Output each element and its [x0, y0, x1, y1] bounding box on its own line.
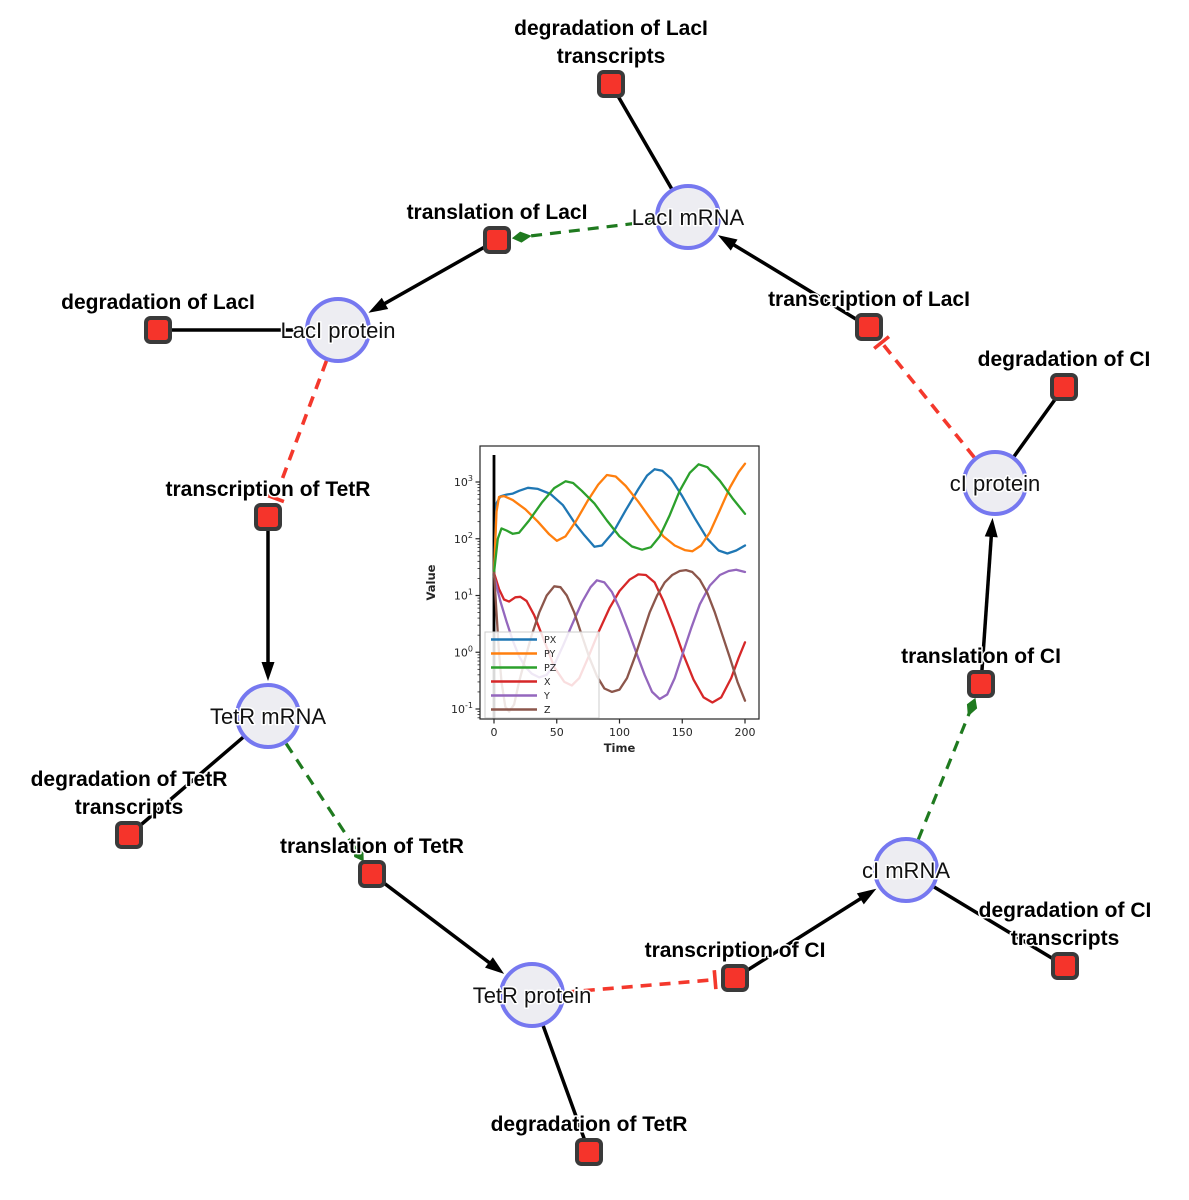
species-node-ci-mrna [873, 837, 939, 903]
labels-layer: degradation of LacI transcripts translatio… [29, 16, 1153, 1138]
edge-production-translation-laci-laci-protein [379, 238, 498, 308]
reaction-label-deg-ci: degradation of CI [978, 348, 1151, 371]
edge-modifier-laci-mrna-translation-laci [527, 219, 656, 238]
species-node-tetr-protein [499, 962, 565, 1028]
series-line-PY [492, 462, 747, 575]
inhibition-tbar-icon [265, 493, 285, 504]
inhibition-tbar-icon [873, 335, 891, 350]
reaction-label-deg-tetr-transcripts: degradation of TetR [31, 768, 228, 791]
reaction-label-transcription-ci: transcription of CI [645, 939, 826, 962]
y-tick-label: 100 [454, 644, 473, 659]
arrowhead-icon [368, 297, 389, 313]
series-line-X [492, 571, 747, 704]
y-tick-label: 101 [454, 588, 473, 603]
species-label-ci-mrna: cI mRNA [862, 858, 950, 883]
arrowhead-icon [856, 888, 877, 905]
x-tick-label: 50 [550, 726, 564, 739]
x-axis-label: Time [604, 741, 636, 755]
inhibition-tbar-icon [712, 970, 718, 990]
edge-inhibition-tetr-protein-transcription-ci [564, 977, 716, 995]
arrowhead-icon [261, 662, 275, 681]
modifier-arrowhead-icon [511, 231, 532, 243]
x-tick-label: 0 [491, 726, 498, 739]
reaction-label-deg-tetr: degradation of TetR [491, 1113, 688, 1136]
reaction-label-deg-laci: degradation of LacI [61, 291, 255, 314]
inset-chart: 10-1 100 101 102 103 0 50 100 150 200 Time Value PX P… [424, 436, 770, 762]
series-line-PX [492, 468, 747, 575]
y-tick-label: 103 [454, 474, 473, 489]
edge-modifier-ci-mrna-translation-ci [916, 712, 971, 840]
reaction-label-deg-ci-transcripts: degradation of CI [979, 899, 1152, 922]
reaction-node-transcription-laci [855, 313, 883, 341]
edge-modifier-tetr-mrna-translation-tetr [284, 742, 357, 849]
reaction-node-deg-ci-transcripts [1051, 952, 1079, 980]
edge-production-translation-ci-ci-protein [979, 531, 994, 685]
reaction-node-deg-tetr-transcripts [115, 821, 143, 849]
species-node-laci-protein [305, 297, 371, 363]
reaction-label-translation-ci: translation of CI [901, 645, 1061, 668]
y-tick-label: 102 [454, 531, 473, 546]
legend-label-PX: PX [544, 635, 557, 646]
legend-box [484, 631, 600, 719]
edge-production-transcription-ci-ci-mrna [734, 894, 866, 980]
arrowhead-icon [485, 957, 505, 974]
x-tick-label: 150 [672, 726, 693, 739]
reaction-label-translation-laci: translation of LacI [407, 201, 588, 224]
species-label-laci-protein: LacI protein [281, 318, 396, 343]
edge-inhibition-ci-protein-transcription-laci [880, 341, 976, 459]
species-label-laci-mrna: LacI mRNA [632, 205, 745, 230]
arrowhead-icon [984, 517, 998, 538]
species-node-ci-protein [962, 450, 1028, 516]
arrowhead-icon [717, 235, 738, 251]
edge-production-translation-tetr-tetr-protein [370, 872, 494, 967]
species-node-laci-mrna [655, 184, 721, 250]
y-tick-label: 10-1 [451, 701, 473, 716]
modifier-arrowhead-icon [352, 844, 364, 862]
legend: PX PY PZ XYZ [484, 631, 600, 719]
nodes-layer [115, 70, 1079, 1166]
legend-label-PZ: PZ [544, 663, 557, 674]
species-label-tetr-mrna: TetR mRNA [210, 704, 326, 729]
reaction-node-deg-laci-transcripts [597, 70, 625, 98]
reaction-label-deg-ci-transcripts: transcripts [1011, 927, 1120, 950]
series-line-PZ [492, 463, 747, 575]
reaction-node-transcription-tetr [254, 503, 282, 531]
legend-label-Z: Z [544, 705, 551, 716]
y-axis-label: Value [425, 564, 438, 600]
reaction-node-deg-tetr [575, 1138, 603, 1166]
reaction-node-translation-laci [483, 226, 511, 254]
species-label-tetr-protein: TetR protein [473, 983, 592, 1008]
reaction-label-deg-tetr-transcripts: transcripts [75, 796, 184, 819]
reaction-label-deg-laci-transcripts: transcripts [557, 45, 666, 68]
reaction-node-translation-tetr [358, 860, 386, 888]
edge-production-transcription-laci-laci-mrna [728, 240, 870, 329]
species-label-ci-protein: cI protein [950, 471, 1041, 496]
reaction-label-transcription-tetr: transcription of TetR [166, 478, 371, 501]
legend-label-Y: Y [543, 691, 550, 702]
x-tick-label: 200 [735, 726, 756, 739]
modifier-arrowhead-icon [966, 697, 978, 717]
x-tick-label: 100 [609, 726, 630, 739]
legend-label-X: X [544, 677, 551, 688]
reaction-label-transcription-laci: transcription of LacI [768, 288, 970, 311]
reaction-label-translation-tetr: translation of TetR [280, 835, 464, 858]
edge-inhibition-laci-protein-transcription-tetr [273, 360, 329, 499]
reaction-node-translation-ci [967, 670, 995, 698]
reaction-node-deg-ci [1050, 373, 1078, 401]
reaction-node-deg-laci [144, 316, 172, 344]
legend-label-PY: PY [544, 649, 556, 660]
reaction-node-transcription-ci [721, 964, 749, 992]
reaction-label-deg-laci-transcripts: degradation of LacI [514, 17, 708, 40]
species-node-tetr-mrna [235, 683, 301, 749]
